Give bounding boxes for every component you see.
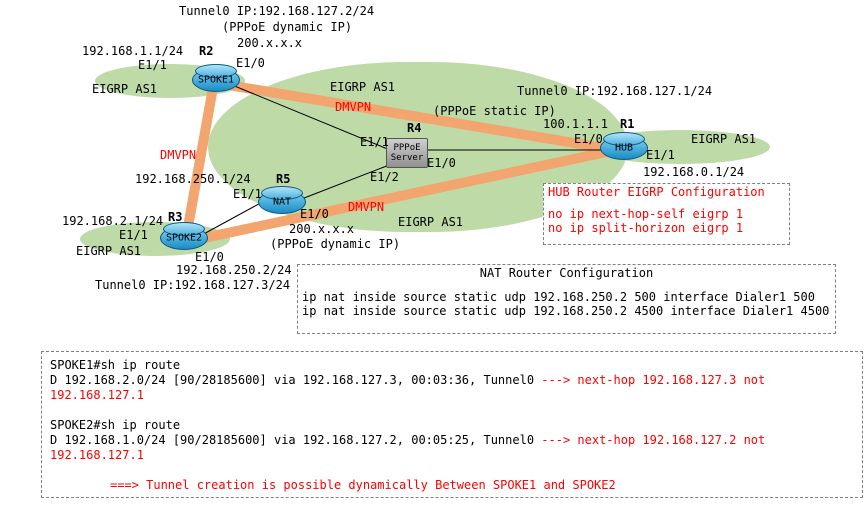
- router-r1-hub: HUB: [600, 136, 648, 160]
- lbl-eigrp-r1: EIGRP AS1: [691, 132, 756, 146]
- lbl-r5-lan: 192.168.250.1/24: [135, 172, 251, 186]
- lbl-r3-e11: E1/1: [119, 228, 148, 242]
- lbl-dmvpn1: DMVPN: [335, 100, 371, 114]
- lbl-r2-name: R2: [199, 44, 213, 58]
- lbl-pppoe-static: (PPPoE static IP): [433, 104, 556, 118]
- nat-line2: ip nat inside source static udp 192.168.…: [302, 304, 831, 318]
- lbl-r5-200: 200.x.x.x: [289, 222, 354, 236]
- lbl-r2-200: 200.x.x.x: [237, 36, 302, 50]
- router-r3-spoke2: SPOKE2: [160, 226, 208, 250]
- lbl-r4-name: R4: [407, 121, 421, 135]
- lbl-r5-name: R5: [276, 172, 290, 186]
- hub-line2: no ip split-horizon eigrp 1: [548, 221, 785, 235]
- nat-config-box: NAT Router Configuration ip nat inside s…: [297, 264, 836, 334]
- route-l4-wrap: D 192.168.1.0/24 [90/28185600] via 192.1…: [50, 433, 854, 463]
- server-r4-pppoe: PPPoE Server: [386, 138, 428, 168]
- lbl-r2-e10: E1/0: [236, 56, 265, 70]
- lbl-r1-100: 100.1.1.1: [543, 117, 608, 131]
- hub-line1: no ip next-hop-self eigrp 1: [548, 207, 785, 221]
- lbl-r4-e11: E1/1: [360, 135, 389, 149]
- router-r5-nat: NAT: [258, 190, 306, 214]
- lbl-dmvpn3: DMVPN: [348, 200, 384, 214]
- lbl-r2-e11: E1/1: [138, 58, 167, 72]
- lbl-r5-e10: E1/0: [300, 207, 329, 221]
- lbl-r5-e11: E1/1: [233, 187, 262, 201]
- lbl-eigrp-r3: EIGRP AS1: [76, 244, 141, 258]
- lbl-dmvpn2: DMVPN: [160, 148, 196, 162]
- router-r3-label: SPOKE2: [166, 233, 202, 244]
- lbl-tunnel0-r1: Tunnel0 IP:192.168.127.1/24: [517, 84, 712, 98]
- lbl-eigrp-r2: EIGRP AS1: [92, 82, 157, 96]
- route-l4a: D 192.168.1.0/24 [90/28185600] via 192.1…: [50, 433, 534, 447]
- router-r2-spoke1: SPOKE1: [192, 68, 240, 92]
- lbl-eigrp-r5: EIGRP AS1: [398, 215, 463, 229]
- lbl-r4-e10: E1/0: [427, 156, 456, 170]
- lbl-tunnel0-r3: Tunnel0 IP:192.168.127.3/24: [95, 278, 290, 292]
- lbl-r3-e10: E1/0: [195, 250, 224, 264]
- lbl-r1-e10: E1/0: [574, 132, 603, 146]
- lbl-eigrp-r4-top: EIGRP AS1: [330, 80, 395, 94]
- lbl-r1-e11: E1/1: [646, 148, 675, 162]
- lbl-r3-lan: 192.168.2.1/24: [62, 214, 163, 228]
- route-l3: SPOKE2#sh ip route: [50, 418, 854, 433]
- lbl-r3-name: R3: [168, 210, 182, 224]
- lbl-r4-e12: E1/2: [370, 170, 399, 184]
- route-l5: ===> Tunnel creation is possible dynamic…: [50, 478, 854, 493]
- lbl-r1-name: R1: [620, 117, 634, 131]
- hub-title: HUB Router EIGRP Configuration: [548, 185, 785, 199]
- route-l2a: D 192.168.2.0/24 [90/28185600] via 192.1…: [50, 373, 534, 387]
- route-l1: SPOKE1#sh ip route: [50, 358, 854, 373]
- server-r4-label: PPPoE Server: [391, 143, 424, 163]
- nat-title: NAT Router Configuration: [302, 266, 831, 280]
- route-box: SPOKE1#sh ip route D 192.168.2.0/24 [90/…: [41, 351, 863, 498]
- lbl-pppoe-dyn-r2: (PPPoE dynamic IP): [222, 20, 352, 34]
- hub-config-box: HUB Router EIGRP Configuration no ip nex…: [543, 183, 790, 245]
- nat-line1: ip nat inside source static udp 192.168.…: [302, 290, 831, 304]
- lbl-r1-lan: 192.168.0.1/24: [643, 165, 744, 179]
- lbl-pppoe-dyn-r5: (PPPoE dynamic IP): [270, 237, 400, 251]
- lbl-tunnel0-r2: Tunnel0 IP:192.168.127.2/24: [179, 4, 374, 18]
- router-r1-label: HUB: [615, 143, 633, 154]
- lbl-r3-250: 192.168.250.2/24: [176, 263, 292, 277]
- router-r5-label: NAT: [273, 197, 291, 208]
- route-l2-wrap: D 192.168.2.0/24 [90/28185600] via 192.1…: [50, 373, 854, 403]
- router-r2-label: SPOKE1: [198, 75, 234, 86]
- lbl-r2-lan: 192.168.1.1/24: [82, 44, 183, 58]
